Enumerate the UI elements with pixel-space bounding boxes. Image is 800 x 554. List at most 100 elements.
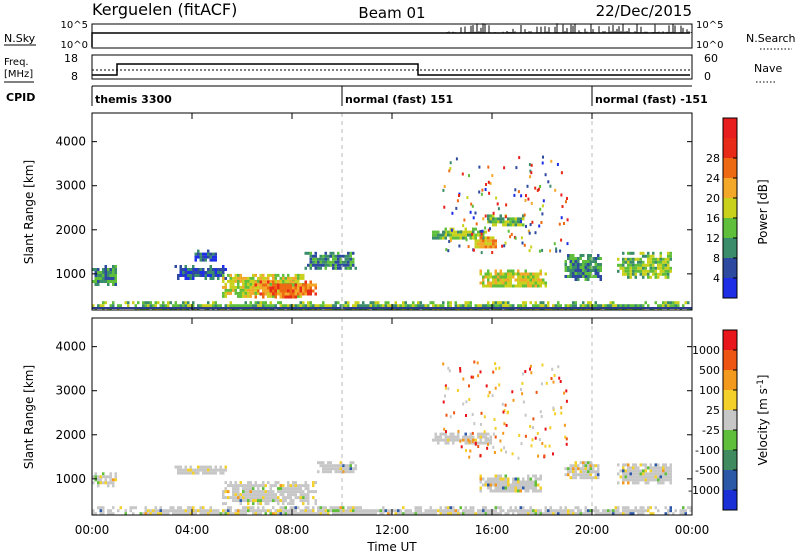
power-colorbar-swatch [723,198,737,218]
nsearch-spikes [446,23,692,33]
velocity-colorbar-label-2: 100 [699,384,720,397]
nsky-tick-right-top: 10^5 [696,20,723,31]
velocity-colorbar-label-1: 500 [699,364,720,377]
freq-panel-frame [91,54,693,80]
freq-tick-right-top: 60 [704,52,718,65]
power-scatter [442,155,569,255]
nsky-label: N.Sky [4,32,36,45]
nave-label: Nave [754,62,782,75]
velocity-region [617,463,672,485]
date-title: 22/Dec/2015 [596,2,692,20]
power-colorbar-swatch [723,238,737,258]
velocity-colorbar-label: Velocity [m s-1] [756,375,770,466]
freq-tick-right-bottom: 0 [704,70,711,83]
power-colorbar-frame [722,117,738,299]
velocity-colorbar-swatch [723,370,737,390]
nsky-tick-left-bottom: 10^0 [61,40,88,51]
velocity-region [564,461,600,480]
beam-title: Beam 01 [358,4,425,22]
velocity-ytick-label: 3000 [55,384,86,398]
power-region [254,280,317,299]
velocity-colorbar-label-5: -100 [695,444,720,457]
power-ytick-label: 2000 [55,223,86,237]
power-colorbar-swatch [723,278,737,298]
velocity-colorbar-swatch [723,430,737,450]
velocity-scatter [442,360,568,460]
nsky-panel-frame [91,23,693,49]
nsky-tick-left-top: 10^5 [61,20,88,31]
power-colorbar-swatch [723,158,737,178]
freq-label-line2: [MHz] [4,69,33,80]
velocity-region [222,481,317,506]
velocity-region [174,465,227,475]
x-tick-label: 16:00 [475,523,510,537]
velocity-colorbar-label-7: -1000 [688,484,720,497]
velocity-ytick-label: 2000 [55,428,86,442]
power-ytick-label: 4000 [55,135,86,149]
cpid-segment-label: normal (fast) 151 [345,93,453,106]
velocity-ytick-label: 4000 [55,340,86,354]
nsky-tick-right-bottom: 10^0 [696,40,723,51]
x-tick-label: 00:00 [675,523,710,537]
nsky-line [91,32,690,47]
frequency-line [92,63,690,76]
velocity-colorbar-swatch [723,450,737,470]
velocity-colorbar-swatch [723,410,737,430]
power-region [174,265,227,280]
cpid-segment-label: themis 3300 [95,93,172,106]
x-tick-label: 04:00 [175,523,210,537]
power-colorbar-label-5: 24 [706,172,720,185]
velocity-colorbar-label-4: -25 [702,424,720,437]
power-ytick-label: 1000 [55,267,86,281]
power-region [564,254,602,281]
cpid-label: CPID [6,91,35,104]
velocity-colorbar-label-0: 1000 [692,344,720,357]
velocity-colorbar-swatch [723,390,737,410]
velocity-ylabel: Slant Range [km] [22,365,36,469]
power-colorbar-label-0: 4 [713,272,720,285]
power-colorbar-swatch [723,138,737,158]
x-tick-label: 20:00 [575,523,610,537]
power-region [304,251,357,270]
x-tick-label: 12:00 [375,523,410,537]
freq-tick-left-top: 18 [64,52,78,65]
power-heatmap [92,155,692,311]
power-colorbar-label-1: 8 [713,252,720,265]
power-colorbar-label-4: 20 [706,192,720,205]
power-region [617,251,672,279]
velocity-ytick-label: 1000 [55,472,86,486]
station-title: Kerguelen (fitACF) [92,0,237,19]
freq-label-line1: Freq. [4,57,29,68]
x-axis-label: Time UT [366,540,417,554]
x-tick-label: 00:00 [75,523,110,537]
cpid-segment-label: normal (fast) -151 [595,93,708,106]
velocity-colorbar-swatch [723,470,737,490]
velocity-region [479,474,542,493]
power-region [92,265,117,286]
power-region [487,214,525,227]
velocity-panel-bg [92,318,692,515]
power-region [479,269,547,288]
power-colorbar-swatch [723,218,737,238]
power-colorbar-label-3: 16 [706,212,720,225]
power-region [194,249,217,262]
power-colorbar-swatch [723,258,737,278]
velocity-colorbar-swatch [723,330,737,350]
velocity-region [92,506,692,516]
power-colorbar-label-6: 28 [706,152,720,165]
velocity-colorbar-label-6: -500 [695,464,720,477]
power-colorbar-label: Power [dB] [756,179,770,244]
freq-tick-left-bottom: 8 [71,70,78,83]
power-ytick-label: 3000 [55,179,86,193]
nsearch-label: N.Search [746,32,796,45]
velocity-colorbar-swatch [723,490,737,510]
power-ylabel: Slant Range [km] [22,160,36,264]
power-region [474,236,497,249]
velocity-colorbar-label-3: 25 [706,404,720,417]
velocity-colorbar-swatch [723,350,737,370]
velocity-colorbar-frame [722,329,738,511]
velocity-heatmap [92,360,692,516]
power-colorbar-swatch [723,118,737,138]
velocity-region [317,461,357,474]
